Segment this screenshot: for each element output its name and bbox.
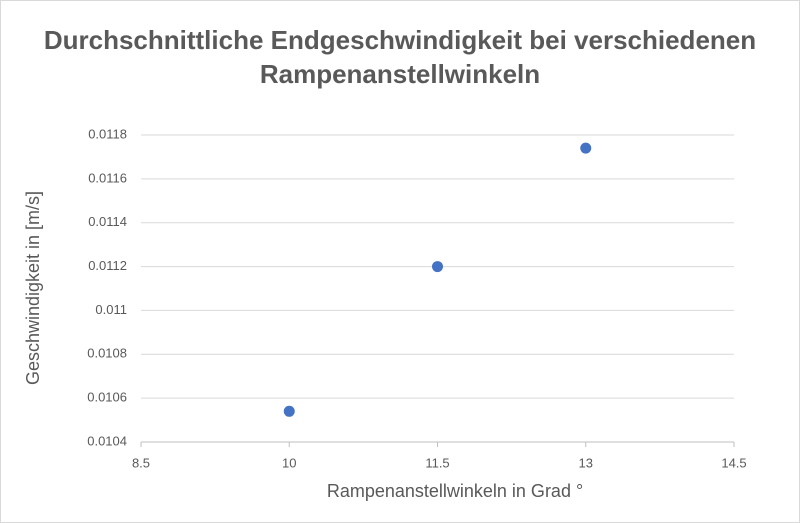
- x-axis-title: Rampenanstellwinkeln in Grad °: [327, 481, 583, 501]
- x-tick-label: 11.5: [425, 455, 449, 470]
- x-tick-label: 8.5: [132, 455, 150, 470]
- y-tick-label: 0.0114: [88, 214, 127, 229]
- y-tick-label: 0.011: [95, 302, 127, 317]
- data-point: [580, 142, 592, 154]
- x-tick-label: 10: [282, 455, 296, 470]
- y-tick-label: 0.0112: [88, 258, 127, 273]
- y-tick-label: 0.0106: [87, 390, 127, 405]
- x-tick-label: 14.5: [721, 455, 746, 470]
- data-point: [432, 261, 443, 273]
- data-point: [283, 405, 295, 417]
- chart-title: Durchschnittliche Endgeschwindigkeit bei…: [44, 25, 756, 89]
- y-tick-label: 0.0116: [88, 170, 127, 185]
- y-tick-label: 0.0108: [87, 346, 127, 361]
- y-tick-label: 0.0118: [88, 126, 127, 141]
- y-axis-title: Geschwindigkeit in [m/s]: [23, 191, 43, 385]
- x-tick-label: 13: [579, 455, 593, 470]
- y-tick-label: 0.0104: [87, 433, 127, 448]
